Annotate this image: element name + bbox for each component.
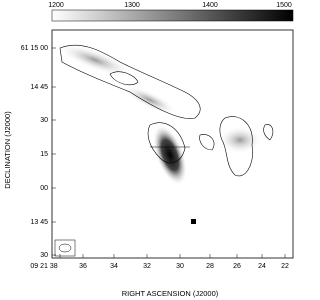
contour xyxy=(147,122,186,164)
contour xyxy=(263,124,274,141)
emission-haze xyxy=(218,126,262,154)
emission-haze xyxy=(122,85,178,115)
y-tick-label: 14 45 xyxy=(30,84,48,91)
colorbar-tick-label: 1500 xyxy=(276,2,292,9)
x-tick-label: 22 xyxy=(281,263,289,270)
y-tick-label: 61 15 00 xyxy=(21,45,48,52)
x-tick-label: 09 21 38 xyxy=(30,263,57,270)
beam xyxy=(58,243,72,253)
x-tick-label: 32 xyxy=(143,263,151,270)
contour xyxy=(109,71,139,86)
image xyxy=(51,29,294,259)
y-tick-label: 13 45 xyxy=(30,219,48,226)
contour xyxy=(59,44,201,119)
x-tick-label: 28 xyxy=(206,263,214,270)
beam-box xyxy=(54,239,76,257)
y-tick-label: 30 xyxy=(40,117,48,124)
x-tick-label: 24 xyxy=(258,263,266,270)
plot-frame xyxy=(51,29,294,259)
y-tick-label: 30 xyxy=(40,252,48,259)
x-axis-label: RIGHT ASCENSION (J2000) xyxy=(122,289,219,298)
y-axis-label: DECLINATION (J2000) xyxy=(3,111,12,189)
x-tick-label: 30 xyxy=(176,263,184,270)
y-tick-label: 15 xyxy=(40,151,48,158)
colorbar-tick-label: 1200 xyxy=(48,2,64,9)
emission-haze xyxy=(57,43,133,77)
colorbar-tick-label: 1400 xyxy=(202,2,218,9)
x-tick-label: 34 xyxy=(110,263,118,270)
pixel xyxy=(191,219,196,224)
emission-core xyxy=(152,124,188,186)
colorbar xyxy=(51,9,294,22)
y-tick-label: 00 xyxy=(40,185,48,192)
contour xyxy=(199,134,215,151)
x-tick-label: 36 xyxy=(79,263,87,270)
x-tick-label: 26 xyxy=(233,263,241,270)
figure: RIGHT ASCENSION (J2000) DECLINATION (J20… xyxy=(3,2,294,298)
colorbar-tick-label: 1300 xyxy=(124,2,140,9)
